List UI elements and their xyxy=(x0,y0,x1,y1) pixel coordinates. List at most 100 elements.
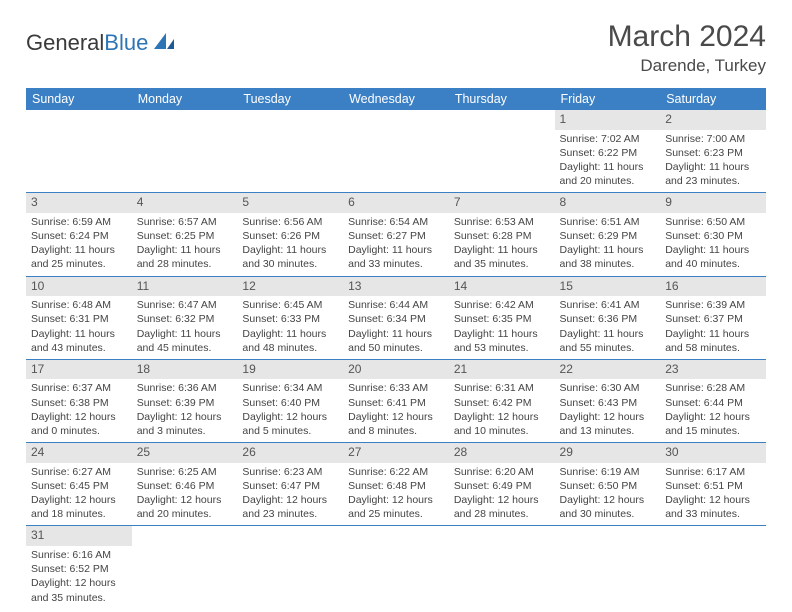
day-number: 14 xyxy=(449,277,555,297)
sail-icon xyxy=(152,31,178,56)
day-info: Sunrise: 6:31 AMSunset: 6:42 PMDaylight:… xyxy=(449,379,555,442)
logo-text-blue: Blue xyxy=(104,30,148,55)
sunset-text: Sunset: 6:50 PM xyxy=(560,479,656,493)
sunset-text: Sunset: 6:36 PM xyxy=(560,312,656,326)
calendar-cell: 23Sunrise: 6:28 AMSunset: 6:44 PMDayligh… xyxy=(660,359,766,442)
sunset-text: Sunset: 6:35 PM xyxy=(454,312,550,326)
daylight-text: Daylight: 12 hours and 33 minutes. xyxy=(665,493,761,521)
day-info: Sunrise: 6:20 AMSunset: 6:49 PMDaylight:… xyxy=(449,463,555,526)
calendar-cell: 12Sunrise: 6:45 AMSunset: 6:33 PMDayligh… xyxy=(237,276,343,359)
calendar-cell: 7Sunrise: 6:53 AMSunset: 6:28 PMDaylight… xyxy=(449,193,555,276)
day-info: Sunrise: 6:22 AMSunset: 6:48 PMDaylight:… xyxy=(343,463,449,526)
calendar-cell xyxy=(132,526,238,609)
daylight-text: Daylight: 12 hours and 3 minutes. xyxy=(137,410,233,438)
day-number: 17 xyxy=(26,360,132,380)
sunrise-text: Sunrise: 6:54 AM xyxy=(348,215,444,229)
calendar-cell: 14Sunrise: 6:42 AMSunset: 6:35 PMDayligh… xyxy=(449,276,555,359)
day-info: Sunrise: 6:23 AMSunset: 6:47 PMDaylight:… xyxy=(237,463,343,526)
sunset-text: Sunset: 6:34 PM xyxy=(348,312,444,326)
calendar-cell: 18Sunrise: 6:36 AMSunset: 6:39 PMDayligh… xyxy=(132,359,238,442)
daylight-text: Daylight: 11 hours and 43 minutes. xyxy=(31,327,127,355)
calendar-cell: 21Sunrise: 6:31 AMSunset: 6:42 PMDayligh… xyxy=(449,359,555,442)
sunset-text: Sunset: 6:51 PM xyxy=(665,479,761,493)
calendar-row: 3Sunrise: 6:59 AMSunset: 6:24 PMDaylight… xyxy=(26,193,766,276)
calendar-cell xyxy=(237,526,343,609)
calendar-row: 10Sunrise: 6:48 AMSunset: 6:31 PMDayligh… xyxy=(26,276,766,359)
page-title: March 2024 xyxy=(608,20,766,54)
sunset-text: Sunset: 6:48 PM xyxy=(348,479,444,493)
calendar-row: 1Sunrise: 7:02 AMSunset: 6:22 PMDaylight… xyxy=(26,110,766,193)
daylight-text: Daylight: 11 hours and 30 minutes. xyxy=(242,243,338,271)
sunset-text: Sunset: 6:49 PM xyxy=(454,479,550,493)
calendar-cell: 1Sunrise: 7:02 AMSunset: 6:22 PMDaylight… xyxy=(555,110,661,193)
daylight-text: Daylight: 12 hours and 8 minutes. xyxy=(348,410,444,438)
day-number: 4 xyxy=(132,193,238,213)
calendar-cell: 13Sunrise: 6:44 AMSunset: 6:34 PMDayligh… xyxy=(343,276,449,359)
calendar-cell: 22Sunrise: 6:30 AMSunset: 6:43 PMDayligh… xyxy=(555,359,661,442)
sunset-text: Sunset: 6:46 PM xyxy=(137,479,233,493)
sunset-text: Sunset: 6:30 PM xyxy=(665,229,761,243)
daylight-text: Daylight: 11 hours and 53 minutes. xyxy=(454,327,550,355)
sunset-text: Sunset: 6:33 PM xyxy=(242,312,338,326)
sunrise-text: Sunrise: 6:59 AM xyxy=(31,215,127,229)
sunset-text: Sunset: 6:27 PM xyxy=(348,229,444,243)
calendar-cell xyxy=(449,526,555,609)
daylight-text: Daylight: 12 hours and 23 minutes. xyxy=(242,493,338,521)
daylight-text: Daylight: 12 hours and 13 minutes. xyxy=(560,410,656,438)
calendar-cell: 25Sunrise: 6:25 AMSunset: 6:46 PMDayligh… xyxy=(132,443,238,526)
sunrise-text: Sunrise: 7:02 AM xyxy=(560,132,656,146)
day-info: Sunrise: 6:33 AMSunset: 6:41 PMDaylight:… xyxy=(343,379,449,442)
day-number: 20 xyxy=(343,360,449,380)
day-info: Sunrise: 6:47 AMSunset: 6:32 PMDaylight:… xyxy=(132,296,238,359)
calendar-cell xyxy=(343,110,449,193)
calendar-cell: 3Sunrise: 6:59 AMSunset: 6:24 PMDaylight… xyxy=(26,193,132,276)
calendar-cell xyxy=(449,110,555,193)
sunset-text: Sunset: 6:32 PM xyxy=(137,312,233,326)
logo: GeneralBlue xyxy=(26,30,178,56)
day-number: 22 xyxy=(555,360,661,380)
day-number: 23 xyxy=(660,360,766,380)
calendar-cell: 20Sunrise: 6:33 AMSunset: 6:41 PMDayligh… xyxy=(343,359,449,442)
day-info: Sunrise: 6:37 AMSunset: 6:38 PMDaylight:… xyxy=(26,379,132,442)
weekday-header: Wednesday xyxy=(343,88,449,110)
sunrise-text: Sunrise: 6:20 AM xyxy=(454,465,550,479)
calendar-cell: 30Sunrise: 6:17 AMSunset: 6:51 PMDayligh… xyxy=(660,443,766,526)
calendar-cell: 4Sunrise: 6:57 AMSunset: 6:25 PMDaylight… xyxy=(132,193,238,276)
day-info: Sunrise: 6:53 AMSunset: 6:28 PMDaylight:… xyxy=(449,213,555,276)
daylight-text: Daylight: 11 hours and 38 minutes. xyxy=(560,243,656,271)
day-number: 31 xyxy=(26,526,132,546)
daylight-text: Daylight: 11 hours and 45 minutes. xyxy=(137,327,233,355)
calendar-cell: 15Sunrise: 6:41 AMSunset: 6:36 PMDayligh… xyxy=(555,276,661,359)
day-info: Sunrise: 6:27 AMSunset: 6:45 PMDaylight:… xyxy=(26,463,132,526)
day-info: Sunrise: 6:48 AMSunset: 6:31 PMDaylight:… xyxy=(26,296,132,359)
daylight-text: Daylight: 12 hours and 30 minutes. xyxy=(560,493,656,521)
day-info: Sunrise: 6:36 AMSunset: 6:39 PMDaylight:… xyxy=(132,379,238,442)
calendar-cell xyxy=(237,110,343,193)
daylight-text: Daylight: 11 hours and 28 minutes. xyxy=(137,243,233,271)
day-info: Sunrise: 7:00 AMSunset: 6:23 PMDaylight:… xyxy=(660,130,766,193)
calendar-row: 17Sunrise: 6:37 AMSunset: 6:38 PMDayligh… xyxy=(26,359,766,442)
day-info: Sunrise: 6:25 AMSunset: 6:46 PMDaylight:… xyxy=(132,463,238,526)
calendar-cell: 5Sunrise: 6:56 AMSunset: 6:26 PMDaylight… xyxy=(237,193,343,276)
sunrise-text: Sunrise: 6:50 AM xyxy=(665,215,761,229)
calendar-cell xyxy=(132,110,238,193)
sunrise-text: Sunrise: 6:16 AM xyxy=(31,548,127,562)
logo-text-general: General xyxy=(26,30,104,55)
day-number: 8 xyxy=(555,193,661,213)
daylight-text: Daylight: 11 hours and 40 minutes. xyxy=(665,243,761,271)
sunset-text: Sunset: 6:24 PM xyxy=(31,229,127,243)
day-info: Sunrise: 6:39 AMSunset: 6:37 PMDaylight:… xyxy=(660,296,766,359)
sunset-text: Sunset: 6:43 PM xyxy=(560,396,656,410)
calendar-row: 24Sunrise: 6:27 AMSunset: 6:45 PMDayligh… xyxy=(26,443,766,526)
day-info: Sunrise: 6:28 AMSunset: 6:44 PMDaylight:… xyxy=(660,379,766,442)
sunrise-text: Sunrise: 6:37 AM xyxy=(31,381,127,395)
weekday-header: Monday xyxy=(132,88,238,110)
calendar-cell: 2Sunrise: 7:00 AMSunset: 6:23 PMDaylight… xyxy=(660,110,766,193)
sunrise-text: Sunrise: 6:27 AM xyxy=(31,465,127,479)
daylight-text: Daylight: 11 hours and 20 minutes. xyxy=(560,160,656,188)
sunset-text: Sunset: 6:22 PM xyxy=(560,146,656,160)
day-info: Sunrise: 6:57 AMSunset: 6:25 PMDaylight:… xyxy=(132,213,238,276)
day-number: 26 xyxy=(237,443,343,463)
day-info: Sunrise: 6:41 AMSunset: 6:36 PMDaylight:… xyxy=(555,296,661,359)
day-info: Sunrise: 6:19 AMSunset: 6:50 PMDaylight:… xyxy=(555,463,661,526)
